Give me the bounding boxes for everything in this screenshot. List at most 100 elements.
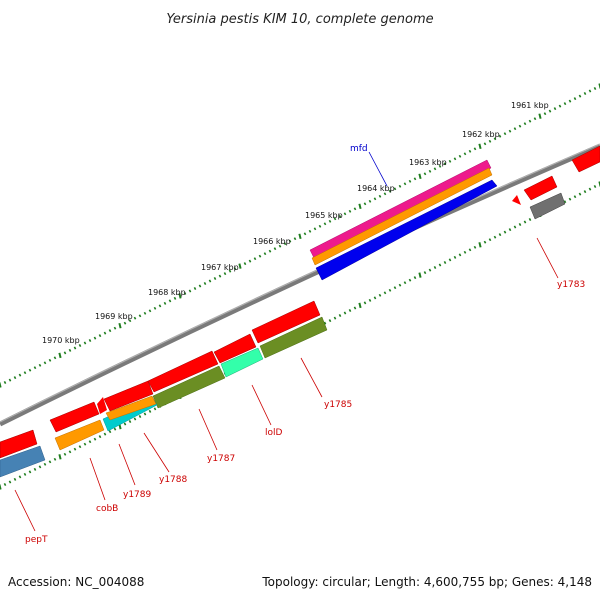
outer-tick <box>283 242 287 246</box>
gene-pepT-red[interactable] <box>0 429 38 459</box>
inner-tick <box>513 225 517 229</box>
outer-tick <box>198 284 202 288</box>
leader-lolD <box>251 384 272 426</box>
outer-tick <box>148 309 152 313</box>
inner-tick <box>493 235 497 239</box>
outer-tick <box>23 371 27 375</box>
gene-near-1962[interactable] <box>523 175 558 201</box>
outer-tick <box>183 291 187 295</box>
outer-tick <box>0 382 2 388</box>
kbp-label-1970: 1970 kbp <box>42 336 80 345</box>
outer-tick <box>108 329 112 333</box>
inner-tick <box>83 442 87 446</box>
inner-tick <box>588 187 592 191</box>
outer-tick <box>393 187 397 191</box>
gene-y1785[interactable] <box>259 316 328 359</box>
gene-pepT[interactable] <box>0 445 46 478</box>
inner-tick <box>478 242 482 248</box>
inner-tick <box>78 445 82 449</box>
inner-tick <box>0 484 2 490</box>
outer-tick <box>558 104 562 108</box>
gene-mfd-orange[interactable] <box>311 167 493 266</box>
gene-right-edge[interactable] <box>571 145 600 173</box>
inner-tick <box>438 263 442 267</box>
outer-tick <box>478 143 482 150</box>
inner-tick <box>133 417 137 421</box>
outer-tick <box>373 197 377 201</box>
inner-tick <box>373 296 377 300</box>
inner-tick <box>523 220 527 224</box>
leader-pepT <box>14 489 36 532</box>
outer-tick <box>323 222 327 226</box>
gene-labels: mfd y1783 y1785 lolD y1787 y1788 y1789 c… <box>25 144 585 545</box>
outer-tick <box>593 87 597 90</box>
outer-tick <box>13 376 17 380</box>
outer-tick <box>103 331 107 335</box>
outer-tick <box>418 173 422 180</box>
outer-tick <box>163 301 167 305</box>
outer-tick <box>503 132 507 136</box>
gene-lolD[interactable] <box>220 347 264 378</box>
gene-cobB-red[interactable] <box>49 401 100 433</box>
gene-small-red-arrow[interactable] <box>512 195 521 205</box>
outer-tick <box>128 319 132 323</box>
outer-tick <box>288 239 292 243</box>
gene-label-lolD[interactable]: lolD <box>265 428 283 438</box>
gene-small-red-mid[interactable] <box>97 397 107 414</box>
kbp-label-1968: 1968 kbp <box>148 288 186 297</box>
gene-label-y1789[interactable]: y1789 <box>123 490 152 500</box>
inner-tick <box>98 435 102 439</box>
outer-tick <box>398 184 402 188</box>
outer-tick <box>43 361 47 365</box>
inner-tick <box>328 319 332 323</box>
gene-mfd[interactable] <box>315 179 498 281</box>
inner-tick <box>573 195 577 199</box>
outer-tick <box>38 363 42 367</box>
outer-tick <box>303 232 307 236</box>
gene-mfd-magenta[interactable] <box>309 159 492 259</box>
gene-label-mfd[interactable]: mfd <box>350 144 368 154</box>
outer-tick <box>208 279 212 283</box>
outer-tick <box>438 164 442 168</box>
outer-tick <box>428 169 432 173</box>
outer-tick <box>483 142 487 146</box>
gene-lolD-red[interactable] <box>213 333 257 364</box>
outer-tick <box>228 269 232 273</box>
gene-label-y1785[interactable]: y1785 <box>324 400 352 410</box>
gene-label-y1787[interactable]: y1787 <box>207 454 235 464</box>
gene-y1785-red[interactable] <box>251 300 321 344</box>
inner-tick <box>393 286 397 290</box>
outer-tick <box>563 102 567 106</box>
outer-tick <box>318 224 322 228</box>
gene-y1783[interactable] <box>529 192 566 220</box>
inner-tick <box>448 258 452 262</box>
outer-tick <box>63 351 67 355</box>
outer-tick <box>233 267 237 271</box>
gene-y1787-red[interactable] <box>147 350 219 393</box>
gene-label-cobB[interactable]: cobB <box>96 504 118 514</box>
reverse-genes <box>0 145 600 478</box>
outer-tick <box>188 289 192 293</box>
outer-tick <box>258 254 262 258</box>
gene-y1789[interactable] <box>105 395 157 421</box>
gene-y1789-red[interactable] <box>103 380 154 412</box>
inner-tick <box>13 477 17 481</box>
outer-tick <box>238 263 242 269</box>
outer-tick <box>408 179 412 183</box>
inner-tick <box>388 288 392 292</box>
inner-tick <box>463 250 467 254</box>
gene-label-y1788[interactable]: y1788 <box>159 475 188 485</box>
gene-cobB[interactable] <box>54 419 105 451</box>
outer-tick <box>273 247 277 251</box>
inner-tick <box>368 298 372 302</box>
inner-tick <box>143 412 147 416</box>
accession-text: Accession: NC_004088 <box>8 575 144 589</box>
gene-label-y1783[interactable]: y1783 <box>557 280 585 290</box>
genome-backbone <box>0 143 600 427</box>
gene-label-pepT[interactable]: pepT <box>25 535 48 545</box>
outer-tick <box>53 356 57 360</box>
outer-tick <box>403 182 407 186</box>
outer-tick <box>538 113 542 119</box>
inner-tick <box>53 457 57 461</box>
